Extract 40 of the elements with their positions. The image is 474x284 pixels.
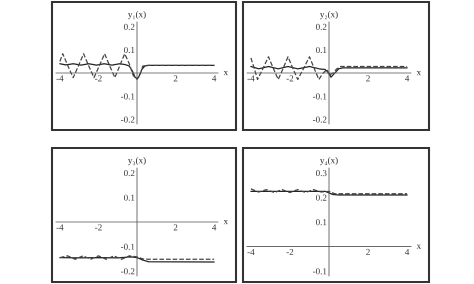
y-axis-title: y₂(x) — [320, 11, 338, 20]
y-tick-label: 0.1 — [316, 219, 326, 226]
y-tick-label: -0.1 — [120, 244, 134, 250]
x-tick-label: 2 — [174, 75, 178, 82]
x-axis-title: x — [224, 71, 228, 76]
y-tick-label: 0.1 — [316, 46, 326, 54]
y-tick-label: 0.3 — [316, 170, 327, 176]
x-tick-label: 2 — [366, 248, 370, 255]
y-tick-label: 0.2 — [316, 24, 326, 30]
x-tick-label: -4 — [56, 224, 64, 230]
x-tick-label: -4 — [247, 75, 255, 82]
y-tick-label: 0.1 — [124, 194, 134, 201]
y-axis-title: y₃(x) — [128, 157, 146, 166]
y-tick-label: -0.1 — [312, 93, 326, 100]
y-tick-label: -0.1 — [120, 93, 134, 100]
y-tick-label: -0.1 — [312, 268, 326, 274]
x-tick-label: 4 — [405, 248, 410, 255]
y-axis-title: y₄(x) — [320, 157, 338, 166]
y-axis-title: y₁(x) — [128, 11, 146, 20]
x-tick-label: -4 — [247, 248, 255, 255]
x-tick-label: 4 — [212, 224, 216, 230]
x-axis-title: x — [416, 71, 421, 76]
y-tick-label: 0.1 — [124, 46, 134, 54]
x-tick-label: -2 — [286, 75, 294, 82]
y-tick-label: 0.2 — [124, 24, 134, 30]
x-tick-label: 4 — [405, 75, 410, 82]
x-axis-title: x — [224, 220, 228, 224]
y-tick-label: 0.2 — [316, 194, 326, 201]
x-tick-label: -2 — [286, 248, 294, 255]
y-tick-label: 0.2 — [124, 170, 134, 176]
x-tick-label: -2 — [95, 75, 102, 82]
x-tick-label: -2 — [95, 224, 102, 230]
x-tick-label: 2 — [366, 75, 370, 82]
x-tick-label: -4 — [56, 75, 64, 82]
x-tick-label: 2 — [174, 224, 178, 230]
x-axis-title: x — [416, 244, 421, 249]
y-tick-label: -0.2 — [120, 268, 134, 274]
x-tick-label: 4 — [212, 75, 216, 82]
y-tick-label: -0.2 — [120, 116, 134, 123]
y-tick-label: -0.2 — [312, 116, 326, 123]
